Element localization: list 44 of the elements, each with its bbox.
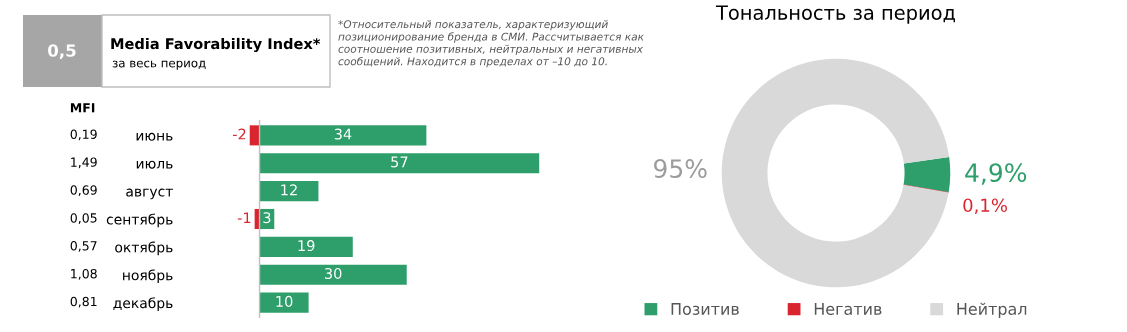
y-tick-label: декабрь [113,297,173,311]
donut-slice [903,157,951,193]
data-label: 34 [334,128,352,140]
y-tick-label: ноябрь [123,269,173,284]
y-tick-label: август [126,188,173,200]
y-tick-label: июнь [136,132,173,141]
data-label: -2 [232,128,246,140]
bar [259,181,319,202]
bar [259,153,540,174]
data-label: 3 [263,212,271,224]
text: 0,5 [48,44,76,59]
bar [259,264,407,285]
data-label: 0,1% [963,198,1007,214]
legend-label: Негатив [814,303,882,315]
y2-tick-label: 0,05 [70,213,97,224]
y2-tick-label: 0,19 [70,129,97,141]
y2-tick-label: 1,08 [71,268,97,280]
data-label: -1 [237,212,251,224]
data-label: 12 [281,184,297,196]
chart-title: Тональность за период [715,5,955,24]
bar [259,125,427,146]
donut-slice [721,58,950,288]
y-tick-label: октябрь [115,241,173,256]
bar [249,125,260,146]
data-label: 95% [654,159,707,179]
y2-tick-label: 0,69 [70,185,97,197]
text: за весь период [112,60,206,70]
y2-tick-label: 1,49 [71,157,97,169]
bar [259,292,309,313]
y-tick-label: сентябрь [106,213,173,228]
y2-axis-title: MFI [70,103,95,113]
text: Media Favorability Index* [111,37,321,53]
legend-label: Нейтрал [957,302,1027,319]
legend-label: Позитив [671,303,739,315]
data-label: 30 [324,267,342,280]
data-label: 4,9% [965,163,1027,185]
y2-tick-label: 0,81 [70,296,97,308]
data-label: 19 [298,240,315,252]
y-tick-label: июль [136,160,173,169]
text: *Относительный показатель, характеризующий позиционирование бренда в СМИ. Рассчитывается как соотношение позитивных, нейтральных и негативных сообщений. Находится в пределах от –10 до 10. [338,20,644,68]
data-label: 57 [391,156,408,168]
y2-tick-label: 0,57 [70,241,97,252]
bar [259,236,353,257]
data-label: 10 [276,295,293,307]
